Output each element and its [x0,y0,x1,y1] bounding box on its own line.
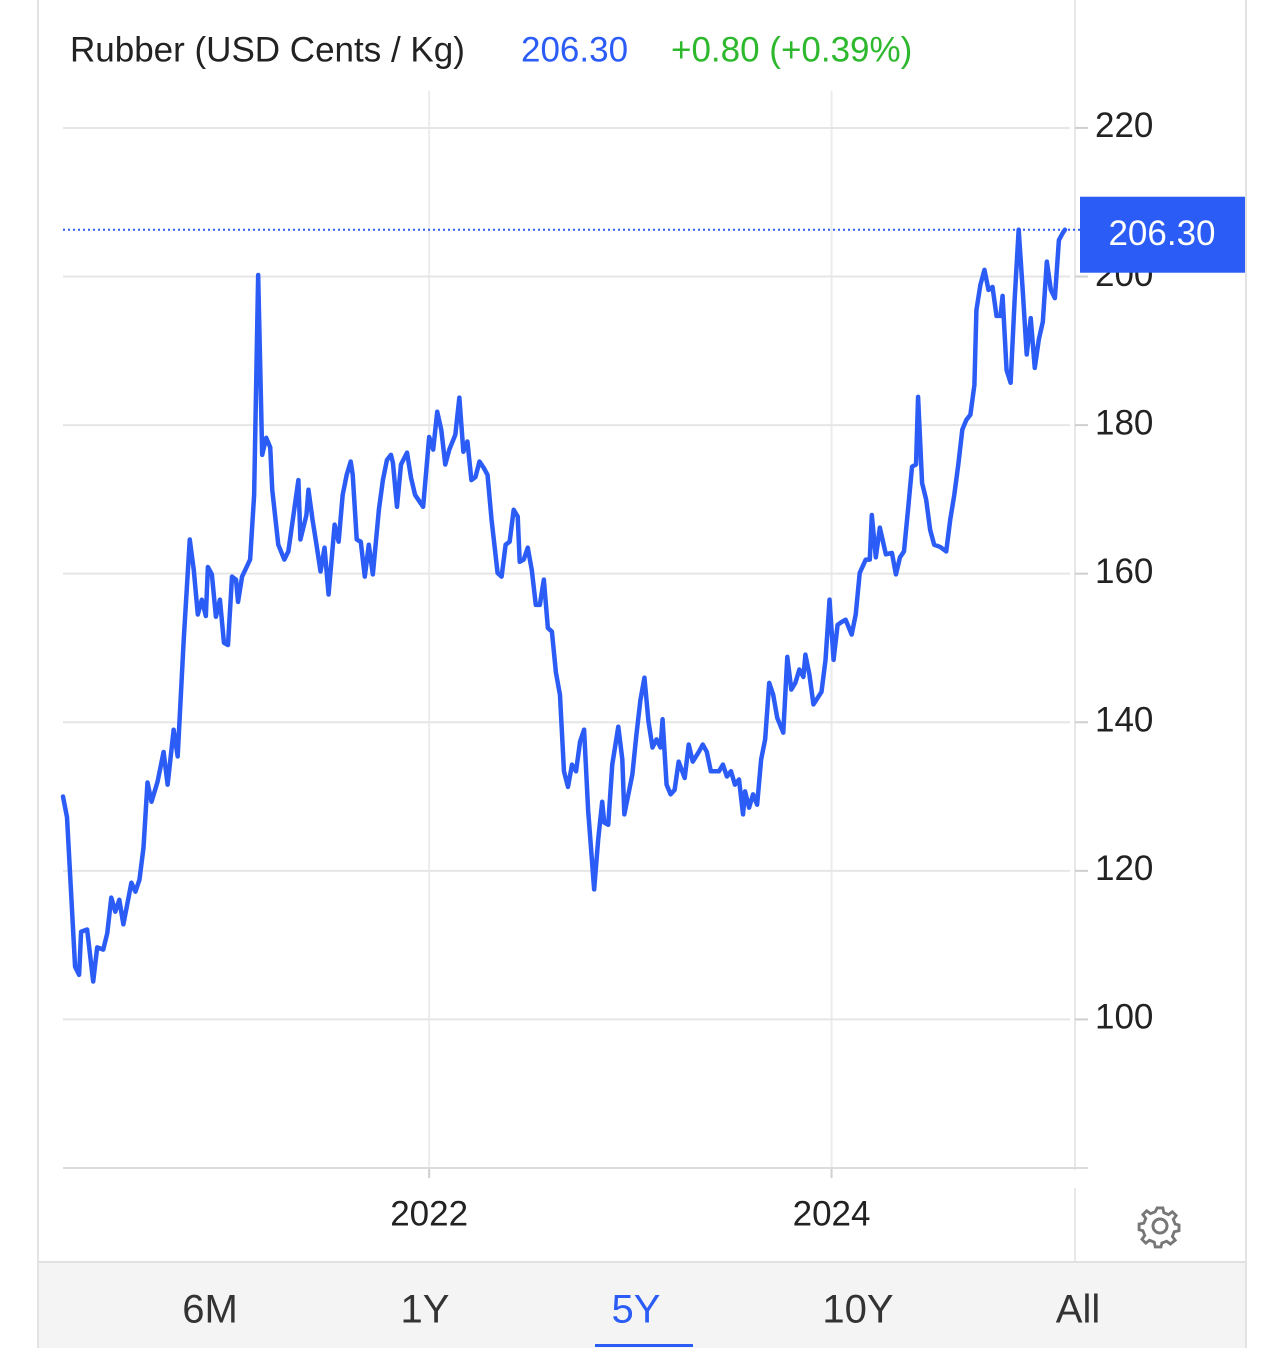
range-button[interactable]: 1Y [335,1264,515,1348]
range-button[interactable]: 10Y [768,1264,948,1348]
range-button-label: All [1056,1288,1100,1332]
range-button-label: 10Y [822,1288,893,1332]
y-tick-label: 100 [1095,998,1153,1037]
settings-icon[interactable] [1137,1206,1181,1249]
y-tick-label: 120 [1095,849,1153,888]
y-tick-label: 160 [1095,552,1153,591]
gear-outline [1137,1206,1181,1249]
x-tick-label: 2024 [793,1194,871,1233]
y-tick-label: 220 [1095,106,1153,145]
range-button-label: 1Y [401,1288,450,1332]
range-bar [39,1262,1245,1348]
range-button-label: 6M [182,1288,238,1332]
chart-title: Rubber (USD Cents / Kg) [70,30,465,69]
gear-hub [1151,1217,1169,1235]
range-button[interactable]: 5Y [546,1264,726,1348]
range-selected-underline [595,1344,693,1347]
last-price-label: 206.30 [1108,214,1215,253]
last-price-box [1080,196,1245,273]
range-button[interactable]: 6M [120,1264,300,1348]
range-button-label: 5Y [612,1288,661,1332]
current-price: 206.30 [521,30,628,69]
price-change: +0.80 (+0.39%) [671,30,912,69]
y-tick-label: 140 [1095,701,1153,740]
x-tick-label: 2022 [390,1194,468,1233]
price-line [60,227,1068,984]
y-tick-label: 180 [1095,403,1153,442]
range-button[interactable]: All [988,1264,1168,1348]
